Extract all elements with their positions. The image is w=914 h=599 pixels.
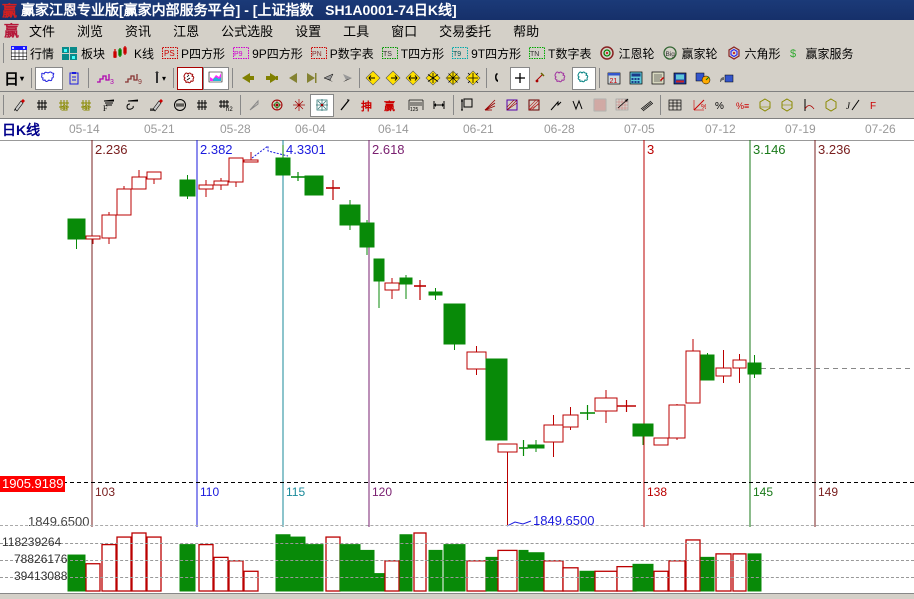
svg-text:P9: P9 (234, 51, 243, 58)
svg-text:J: J (846, 101, 851, 111)
svg-text:PN: PN (312, 51, 322, 58)
svg-text:": " (347, 99, 350, 106)
svg-text:TS: TS (383, 51, 392, 58)
svg-text:F: F (870, 101, 876, 112)
svg-text:Big: Big (666, 51, 676, 58)
svg-text:21: 21 (610, 78, 618, 85)
svg-text:3: 3 (110, 79, 114, 85)
svg-text:抻: 抻 (361, 99, 372, 112)
svg-text:n2: n2 (226, 107, 233, 112)
svg-text:金: 金 (83, 103, 90, 112)
svg-text:F: F (103, 104, 108, 112)
svg-text:%≡: %≡ (736, 101, 749, 111)
svg-text:TN: TN (530, 51, 539, 58)
svg-text:9: 9 (138, 79, 142, 85)
svg-text:%: % (715, 101, 724, 112)
svg-text:PS: PS (164, 49, 175, 58)
svg-text:T9: T9 (453, 51, 461, 58)
svg-text:$: $ (790, 48, 796, 60)
svg-text:赢: 赢 (384, 99, 395, 112)
svg-text:金: 金 (61, 103, 68, 112)
svg-text:%: % (701, 104, 706, 111)
svg-text:125: 125 (410, 107, 419, 112)
